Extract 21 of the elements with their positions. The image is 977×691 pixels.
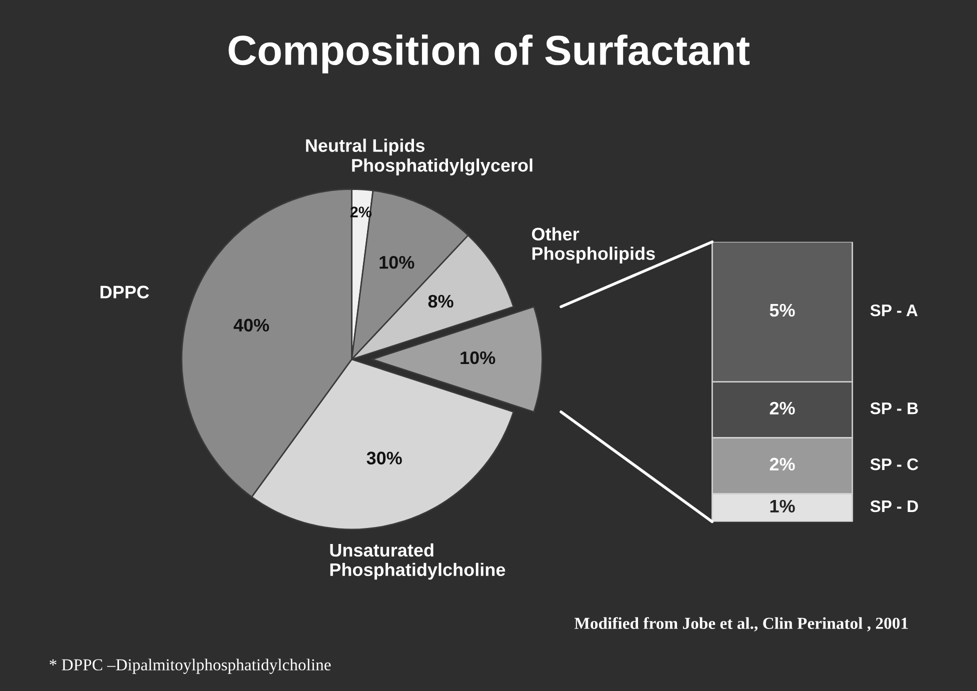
series-label: SP - C	[870, 458, 918, 470]
text: * DPPC –Dipalmitoylphosphatidylcholine	[50, 658, 331, 674]
data-label: 8%	[428, 294, 454, 308]
data-label: 2%	[770, 402, 795, 415]
data-label: 10%	[380, 256, 414, 269]
series-label: SP - D	[870, 500, 918, 512]
data-label: 2%	[770, 458, 795, 471]
series-label: SP - B	[870, 402, 918, 414]
chart-title: Composition of Surfactant	[228, 34, 750, 74]
series-label: SP - A	[870, 304, 918, 316]
slice-label: Other Phospholipids	[532, 227, 655, 264]
data-label: 10%	[460, 351, 496, 364]
text: Modified from Jobe et al., Clin Perinatol , 2001	[574, 617, 908, 632]
slice-label: Phosphatidylglycerol	[352, 158, 532, 176]
slice-label: Unsaturated Phosphatidylcholine	[330, 543, 506, 580]
data-label: 1%	[770, 500, 795, 513]
slice-label: DPPC	[100, 286, 150, 298]
data-label: 40%	[234, 318, 270, 332]
data-label: 5%	[770, 304, 795, 317]
slice-label: Neutral Lipids	[306, 138, 425, 156]
data-label: 30%	[366, 452, 402, 464]
